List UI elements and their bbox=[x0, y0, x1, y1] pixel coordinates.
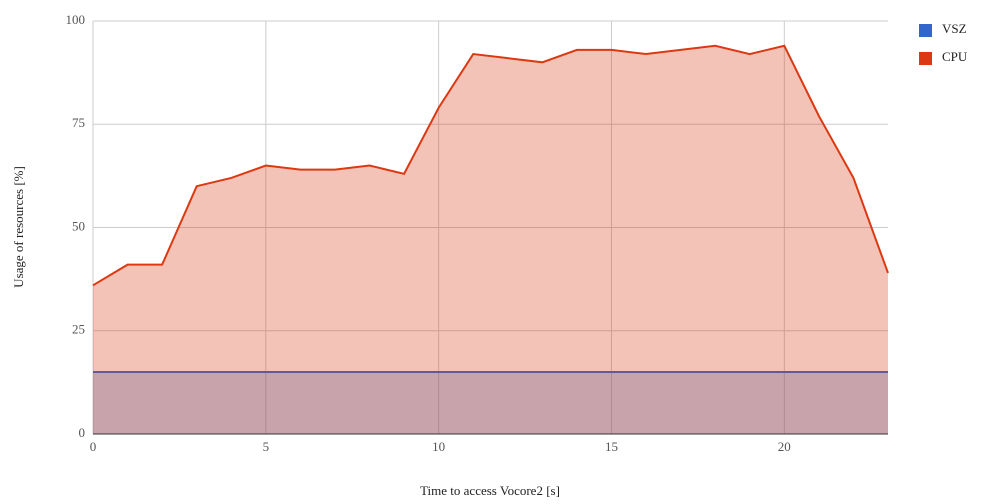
y-tick-label: 25 bbox=[72, 322, 85, 337]
legend-swatch bbox=[919, 24, 932, 37]
y-tick-label: 0 bbox=[79, 425, 86, 440]
x-axis-title: Time to access Vocore2 [s] bbox=[420, 483, 560, 498]
y-tick-label: 100 bbox=[66, 12, 86, 27]
y-axis-title: Usage of resources [%] bbox=[11, 166, 26, 288]
legend-label: CPU bbox=[942, 49, 968, 64]
y-tick-label: 50 bbox=[72, 218, 85, 233]
legend-label: VSZ bbox=[942, 21, 967, 36]
x-tick-label: 20 bbox=[778, 439, 791, 454]
area-line bbox=[92, 44, 889, 287]
x-tick-label: 10 bbox=[432, 439, 445, 454]
area-fill bbox=[93, 45, 888, 434]
area-fill bbox=[93, 372, 888, 434]
x-tick-label: 0 bbox=[90, 439, 97, 454]
x-tick-label: 5 bbox=[263, 439, 270, 454]
y-tick-label: 75 bbox=[72, 115, 85, 130]
x-tick-label: 15 bbox=[605, 439, 618, 454]
legend-swatch bbox=[919, 52, 932, 65]
